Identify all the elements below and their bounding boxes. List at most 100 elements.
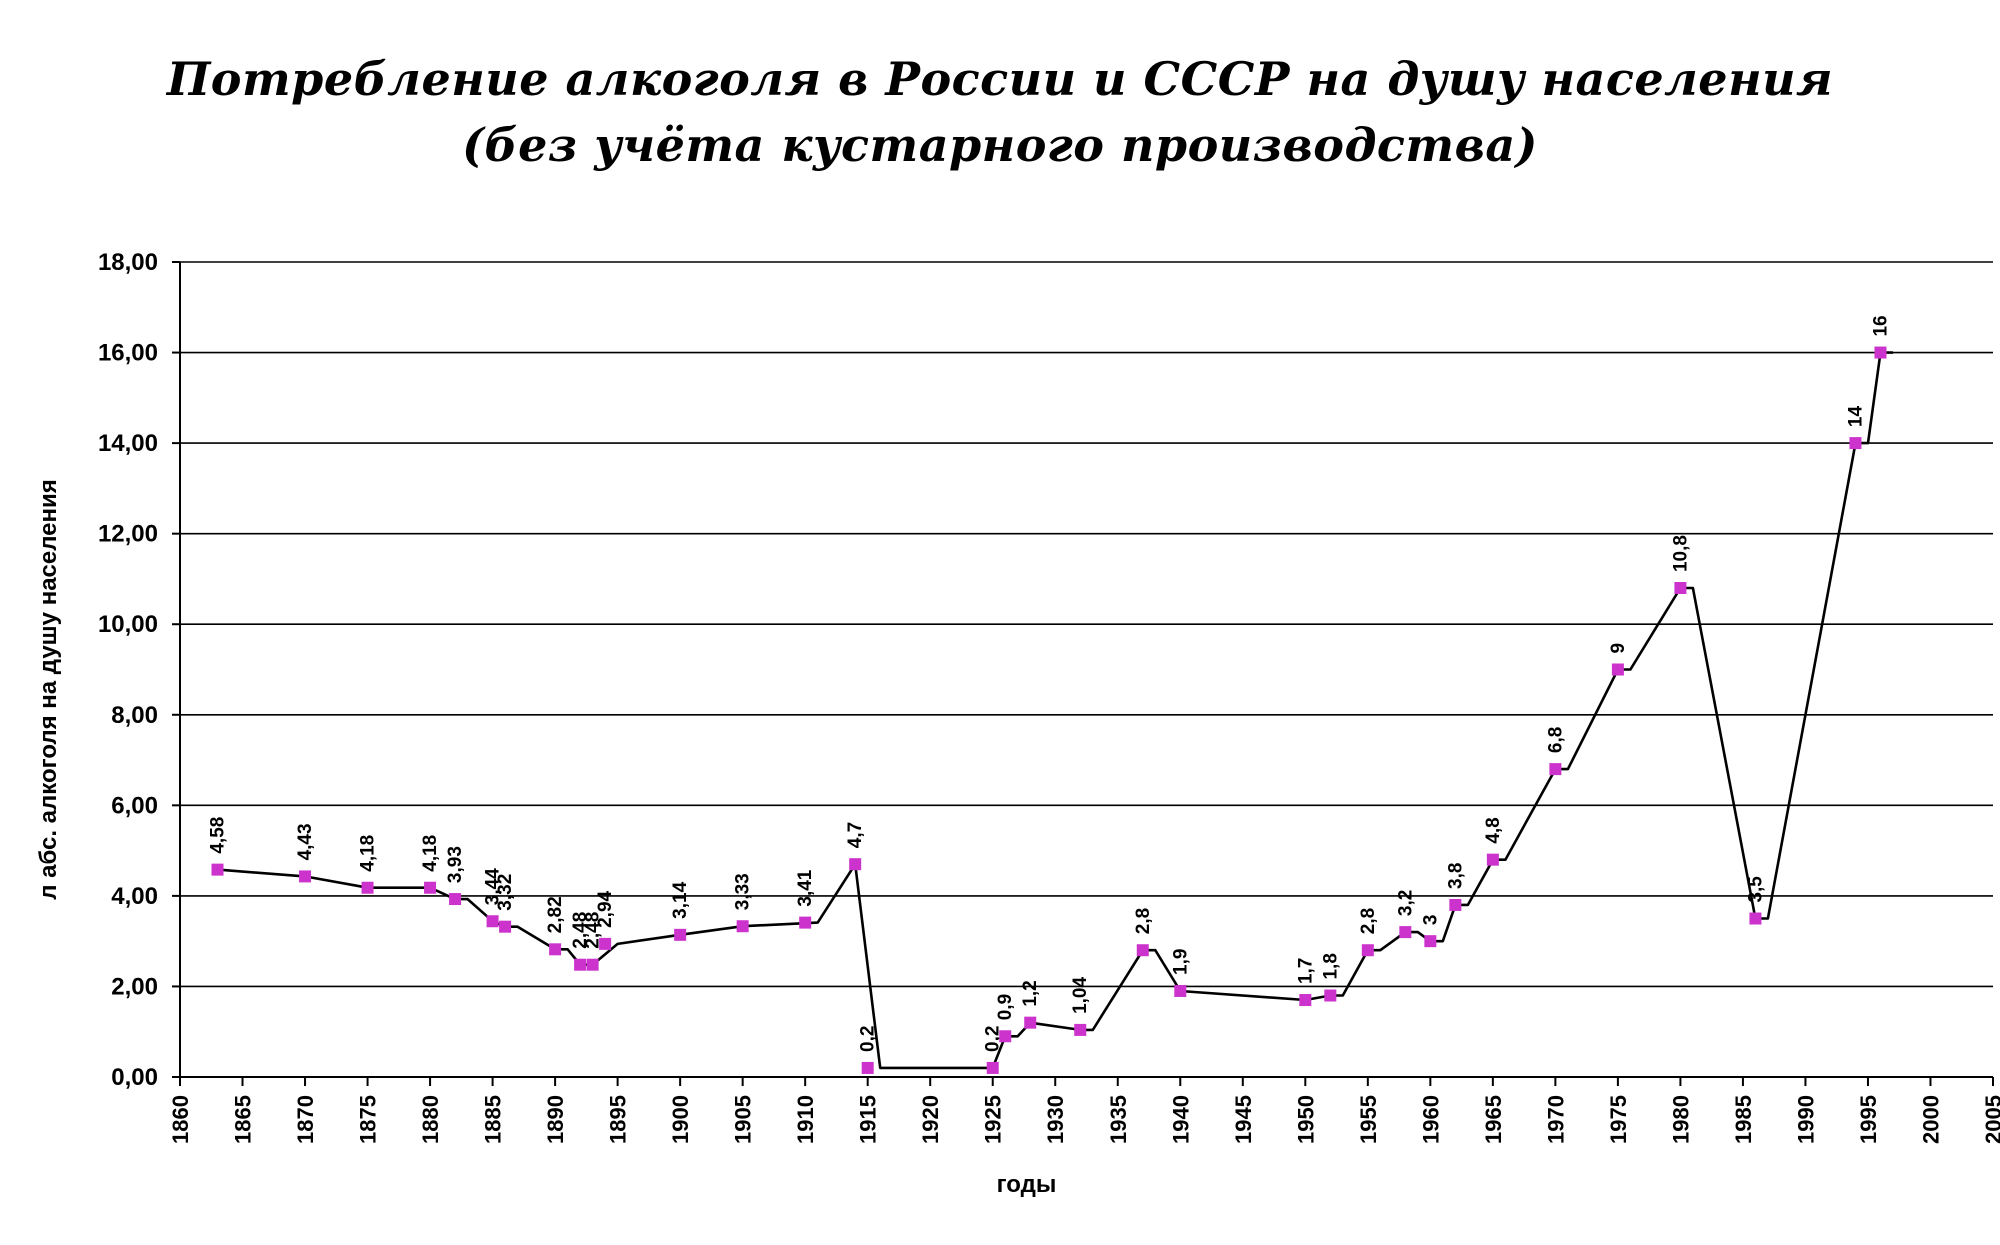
- data-label: 2,82: [545, 896, 566, 933]
- data-point: [1874, 346, 1887, 359]
- data-label: 3,5: [1745, 876, 1766, 903]
- data-point: [424, 881, 437, 894]
- y-tick-label: 12,00: [98, 521, 158, 548]
- x-tick-label: 1910: [793, 1095, 818, 1144]
- data-point: [499, 920, 512, 933]
- data-point: [736, 920, 749, 933]
- data-label: 0,2: [983, 1026, 1004, 1052]
- data-point: [1424, 935, 1437, 948]
- x-tick-label: 1980: [1668, 1095, 1693, 1144]
- data-label: 3,41: [795, 869, 816, 906]
- data-label: 3,2: [1395, 890, 1416, 916]
- x-tick-label: 1885: [481, 1095, 506, 1144]
- data-label: 3,8: [1445, 863, 1466, 889]
- x-tick-label: 1915: [856, 1095, 881, 1144]
- y-tick-label: 18,00: [98, 249, 158, 276]
- data-point: [1849, 437, 1862, 450]
- y-tick-label: 4,00: [111, 883, 158, 910]
- data-point: [986, 1061, 999, 1074]
- x-tick-label: 1935: [1106, 1095, 1131, 1144]
- data-point: [1074, 1023, 1087, 1036]
- data-label: 3,93: [445, 846, 466, 883]
- data-point: [1136, 944, 1149, 957]
- y-tick-label: 10,00: [98, 611, 158, 638]
- chart-title: Потребление алкоголя в России и СССР на …: [166, 52, 1834, 106]
- data-label: 1,7: [1295, 958, 1316, 984]
- data-point: [1299, 994, 1312, 1007]
- x-tick-label: 2005: [1981, 1095, 2000, 1144]
- y-tick-label: 16,00: [98, 340, 158, 367]
- x-tick-label: 1930: [1043, 1095, 1068, 1144]
- data-label: 0,9: [995, 994, 1016, 1020]
- x-tick-label: 1880: [418, 1095, 443, 1144]
- y-tick-label: 2,00: [111, 973, 158, 1000]
- data-point: [299, 870, 312, 883]
- x-tick-label: 1940: [1168, 1095, 1193, 1144]
- data-point: [1361, 944, 1374, 957]
- data-label: 14: [1845, 406, 1866, 428]
- data-point: [1611, 663, 1624, 676]
- data-label: 2,48: [570, 912, 591, 949]
- data-point: [1399, 926, 1412, 939]
- data-point: [1749, 912, 1762, 925]
- data-label: 2,8: [1358, 908, 1379, 934]
- x-tick-label: 1900: [668, 1095, 693, 1144]
- x-tick-label: 1870: [293, 1095, 318, 1144]
- data-point: [1174, 984, 1187, 997]
- x-axis-title: годы: [997, 1171, 1057, 1198]
- data-label: 4,18: [358, 835, 379, 872]
- data-point: [1449, 898, 1462, 911]
- x-tick-label: 1970: [1543, 1095, 1568, 1144]
- data-point: [549, 943, 562, 956]
- x-tick-label: 1865: [231, 1095, 256, 1144]
- y-tick-label: 0,00: [111, 1064, 158, 1091]
- x-tick-label: 1860: [168, 1095, 193, 1144]
- data-point: [211, 863, 224, 876]
- data-label: 6,8: [1545, 727, 1566, 753]
- data-label: 4,7: [845, 822, 866, 848]
- data-label: 4,43: [295, 823, 316, 860]
- data-label: 4,58: [208, 817, 229, 854]
- data-label: 1,04: [1070, 976, 1091, 1013]
- x-tick-label: 1945: [1231, 1095, 1256, 1144]
- data-point: [861, 1061, 874, 1074]
- data-label: 3,32: [495, 874, 516, 911]
- data-point: [599, 937, 612, 950]
- x-tick-label: 1905: [731, 1095, 756, 1144]
- data-label: 2,48: [583, 912, 604, 949]
- data-point: [449, 893, 462, 906]
- data-point: [1324, 989, 1337, 1002]
- x-tick-label: 1895: [606, 1095, 631, 1144]
- data-label: 1,8: [1320, 953, 1341, 979]
- data-point: [574, 958, 587, 971]
- x-tick-label: 1965: [1481, 1095, 1506, 1144]
- data-point: [849, 858, 862, 871]
- x-tick-label: 1925: [981, 1095, 1006, 1144]
- data-label: 2,8: [1133, 908, 1154, 934]
- data-label: 0,2: [858, 1026, 879, 1052]
- x-tick-label: 1975: [1606, 1095, 1631, 1144]
- x-tick-label: 1995: [1856, 1095, 1881, 1144]
- data-label: 2,94: [595, 890, 616, 927]
- data-point: [361, 881, 374, 894]
- data-label: 16: [1870, 315, 1891, 336]
- x-tick-label: 1890: [543, 1095, 568, 1144]
- data-point: [674, 928, 687, 941]
- x-tick-label: 1985: [1731, 1095, 1756, 1144]
- data-point: [799, 916, 812, 929]
- data-point: [999, 1030, 1012, 1043]
- data-label: 9: [1608, 643, 1629, 654]
- data-label: 3,14: [670, 881, 691, 918]
- x-tick-label: 1920: [918, 1095, 943, 1144]
- data-point: [1549, 763, 1562, 776]
- data-point: [1674, 582, 1687, 594]
- y-tick-label: 8,00: [111, 702, 158, 729]
- x-tick-label: 2000: [1918, 1095, 1943, 1144]
- data-label: 1,2: [1020, 980, 1041, 1006]
- series-line: [217, 351, 1893, 1070]
- x-tick-label: 1990: [1793, 1095, 1818, 1144]
- x-tick-label: 1950: [1293, 1095, 1318, 1144]
- data-point: [1486, 853, 1499, 866]
